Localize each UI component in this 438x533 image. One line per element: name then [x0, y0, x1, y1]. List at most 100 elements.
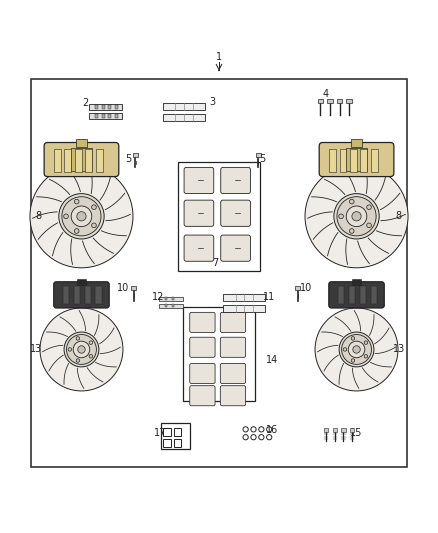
Bar — [177, 161, 261, 271]
Bar — [327, 99, 332, 103]
Circle shape — [334, 193, 379, 239]
Bar — [371, 149, 378, 172]
Bar — [183, 307, 255, 401]
Bar — [337, 99, 342, 103]
Bar — [75, 149, 82, 172]
Bar — [360, 287, 366, 304]
Circle shape — [89, 341, 92, 344]
Bar — [95, 287, 102, 304]
Bar — [256, 152, 261, 157]
Circle shape — [351, 337, 355, 340]
Text: 9: 9 — [65, 284, 71, 293]
Bar — [159, 297, 183, 302]
Text: 10: 10 — [300, 284, 312, 293]
Bar — [163, 103, 205, 110]
Circle shape — [78, 346, 85, 353]
FancyBboxPatch shape — [220, 386, 246, 406]
Bar — [349, 287, 355, 304]
Text: 8: 8 — [395, 211, 401, 221]
FancyBboxPatch shape — [319, 142, 394, 176]
Bar — [133, 152, 138, 157]
FancyBboxPatch shape — [329, 282, 384, 308]
Circle shape — [305, 165, 408, 268]
Bar — [64, 149, 71, 172]
Bar — [339, 149, 346, 172]
Text: 6: 6 — [46, 150, 52, 160]
Bar — [74, 287, 80, 304]
Text: 6: 6 — [384, 150, 390, 160]
FancyBboxPatch shape — [190, 312, 215, 333]
Text: 17: 17 — [154, 429, 167, 438]
Bar — [162, 428, 170, 436]
Bar — [108, 114, 111, 118]
FancyBboxPatch shape — [190, 337, 215, 357]
Circle shape — [353, 346, 360, 353]
Text: 5: 5 — [125, 154, 131, 164]
Circle shape — [77, 212, 86, 221]
Circle shape — [59, 193, 104, 239]
Bar — [131, 286, 137, 290]
Text: 13: 13 — [393, 344, 405, 354]
Bar — [332, 428, 337, 432]
FancyBboxPatch shape — [184, 235, 214, 261]
Bar — [172, 304, 174, 307]
Circle shape — [350, 199, 354, 204]
Circle shape — [339, 214, 343, 219]
Circle shape — [71, 206, 92, 227]
FancyBboxPatch shape — [221, 235, 251, 261]
Bar — [350, 149, 357, 172]
Text: 4: 4 — [323, 89, 329, 99]
Bar — [102, 106, 105, 109]
Circle shape — [76, 359, 80, 362]
FancyBboxPatch shape — [221, 167, 251, 193]
Bar — [89, 104, 122, 110]
Bar — [108, 106, 111, 109]
FancyBboxPatch shape — [184, 200, 214, 227]
Bar — [54, 149, 61, 172]
Bar — [76, 139, 87, 147]
Circle shape — [74, 229, 79, 233]
Text: 9: 9 — [364, 284, 371, 293]
Bar — [31, 79, 407, 467]
Bar — [77, 279, 86, 285]
Circle shape — [92, 223, 96, 228]
Circle shape — [337, 197, 376, 236]
Circle shape — [350, 229, 354, 233]
Bar — [115, 106, 118, 109]
Circle shape — [76, 337, 80, 340]
Circle shape — [315, 308, 398, 391]
Bar — [324, 428, 328, 432]
Circle shape — [64, 332, 99, 367]
Bar — [115, 114, 118, 118]
Bar — [95, 106, 98, 109]
Circle shape — [342, 335, 371, 365]
Bar — [165, 297, 167, 300]
Bar — [351, 139, 362, 147]
Bar — [341, 428, 346, 432]
Circle shape — [89, 354, 92, 358]
Circle shape — [30, 165, 133, 268]
Bar — [71, 148, 92, 171]
FancyBboxPatch shape — [220, 312, 246, 333]
Circle shape — [343, 348, 346, 351]
Bar — [163, 114, 205, 121]
Bar — [338, 287, 344, 304]
Text: 5: 5 — [260, 154, 266, 164]
Bar — [346, 99, 352, 103]
Bar — [318, 99, 323, 103]
Bar — [223, 294, 265, 301]
Circle shape — [62, 197, 101, 236]
Circle shape — [367, 223, 371, 228]
FancyBboxPatch shape — [220, 364, 246, 384]
Circle shape — [64, 214, 68, 219]
Text: 1: 1 — [216, 52, 222, 62]
Bar — [352, 279, 361, 285]
Circle shape — [346, 206, 367, 227]
Circle shape — [352, 212, 361, 221]
Circle shape — [364, 341, 367, 344]
Bar — [89, 113, 122, 119]
Bar — [95, 114, 98, 118]
FancyBboxPatch shape — [184, 167, 214, 193]
FancyBboxPatch shape — [54, 282, 109, 308]
Circle shape — [73, 341, 90, 358]
